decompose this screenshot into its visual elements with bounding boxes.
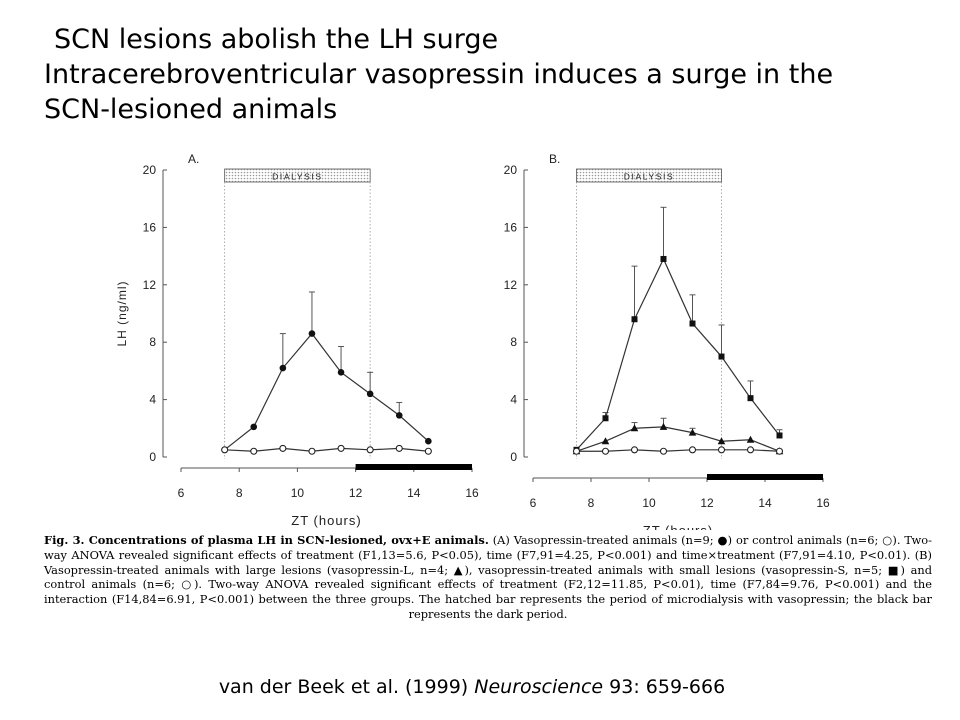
data-point [366,446,374,454]
series-line [224,332,429,451]
dark-period-bar [707,474,823,480]
data-point [366,390,374,398]
data-point [746,435,755,443]
x-tick-label: 16 [816,496,830,510]
data-point [250,447,258,455]
title-line-3: SCN-lesioned animals [44,94,338,125]
y-tick-label: 8 [149,335,156,349]
data-point [688,428,697,436]
y-axis-label: LH (ng/ml) [115,280,129,346]
citation: van der Beek et al. (1999) Neuroscience … [0,676,944,698]
series-line [576,257,780,451]
data-point [425,437,432,445]
data-point [747,395,754,402]
data-point [308,330,316,337]
lh-figure: 0 4 8 12 16 20 6 8 10 12 14 16 DIALYSIS A. ZT (hours) L… [115,152,830,530]
panel-label: B. [549,152,560,166]
data-point [279,364,287,372]
data-point [630,446,639,454]
dialysis-label: DIALYSIS [624,172,674,182]
x-tick-label: 16 [465,486,479,500]
dark-period-bar [355,464,472,470]
y-tick-label: 16 [504,220,518,234]
y-tick-label: 0 [149,450,156,464]
data-point [337,444,345,452]
data-point [308,447,316,455]
data-point [395,444,403,452]
data-point [660,255,667,262]
data-point [689,320,696,327]
x-tick-label: 8 [588,496,595,510]
x-tick-label: 6 [178,486,185,500]
y-tick-label: 20 [143,163,157,177]
y-tick-label: 16 [143,220,157,234]
citation-journal: Neuroscience [474,676,604,698]
series-line [576,449,780,452]
caption-body: (A) Vasopressin-treated animals (n=9; ●)… [44,533,932,621]
x-tick-label: 8 [236,486,243,500]
dialysis-bar [224,168,371,183]
data-point [395,412,403,419]
data-point [659,447,668,455]
x-tick-label: 6 [530,496,537,510]
x-axis-label: ZT (hours) [291,513,361,528]
dialysis-label: DIALYSIS [272,172,322,182]
series-line [576,426,780,452]
x-tick-label: 14 [758,496,772,510]
x-tick-label: 14 [407,486,421,500]
data-point [776,432,783,439]
panel-a: 0 4 8 12 16 20 6 8 10 12 14 16 DIALYSIS A. ZT (hours) L… [115,152,479,528]
title-line-2: Intracerebroventricular vasopressin indu… [44,59,834,90]
data-point [717,437,726,445]
figure-caption: Fig. 3. Concentrations of plasma LH in S… [44,533,932,622]
y-tick-label: 8 [510,335,517,349]
caption-lead: Fig. 3. Concentrations of plasma LH in S… [44,533,489,547]
data-point [775,447,784,455]
data-point [337,369,345,376]
x-tick-label: 10 [291,486,305,500]
panel-label: A. [188,152,199,166]
data-point [279,444,287,452]
title-line-1: SCN lesions abolish the LH surge [54,24,499,55]
data-point [746,446,755,454]
panel-b: 0 4 8 12 16 20 6 8 10 12 14 16 DIALYSIS B. ZT (hours) [504,152,830,530]
data-point [688,446,697,454]
y-tick-label: 12 [143,278,157,292]
slide-title: SCN lesions abolish the LH surge Intrace… [44,22,944,127]
data-point [718,353,725,360]
x-tick-label: 10 [642,496,656,510]
data-point [601,437,610,445]
x-tick-label: 12 [349,486,363,500]
dialysis-bar [576,168,722,183]
data-point [659,422,668,430]
y-tick-label: 4 [510,393,517,407]
data-point [424,447,432,455]
citation-ref: 93: 659-666 [603,676,726,698]
data-point [602,415,609,422]
data-point [630,424,639,432]
y-tick-label: 12 [504,278,518,292]
data-point [572,447,581,455]
y-tick-label: 4 [149,393,156,407]
data-point [601,447,610,455]
y-tick-label: 20 [504,163,518,177]
data-point [631,316,638,323]
y-tick-label: 0 [510,450,517,464]
data-point [717,446,726,454]
data-point [250,423,258,431]
data-point [221,446,229,454]
series-line [224,447,429,452]
x-tick-label: 12 [700,496,714,510]
x-axis-label: ZT (hours) [643,523,713,530]
citation-authors: van der Beek et al. (1999) [218,676,475,698]
